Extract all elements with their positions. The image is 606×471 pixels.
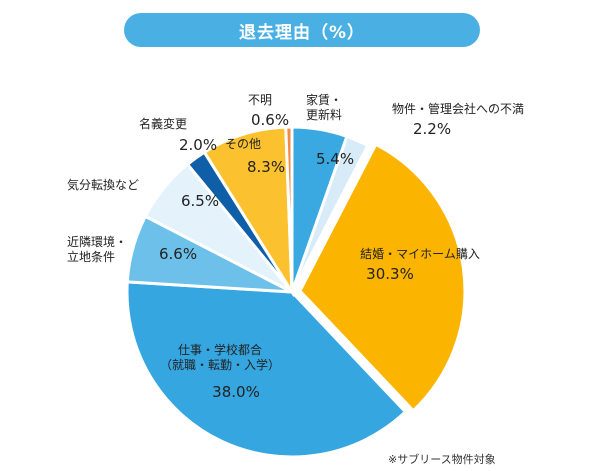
slice-value-label: 2.2% — [413, 120, 451, 138]
slice-label: 気分転換など — [67, 177, 139, 192]
chart-title: 退去理由（%） — [124, 13, 480, 47]
slice-label: 近隣環境・立地条件 — [67, 234, 127, 264]
slice-value-label: 38.0% — [212, 383, 260, 401]
slice-value-label: 8.3% — [247, 158, 285, 176]
slice-label: 仕事・学校都合（就職・転勤・入学） — [160, 342, 280, 372]
slice-value-label: 6.6% — [159, 245, 197, 263]
slice-label: 家賃・更新料 — [306, 92, 342, 122]
slice-value-label: 6.5% — [181, 192, 219, 210]
pie-slice — [202, 125, 294, 298]
slice-label: 結婚・マイホーム購入 — [360, 247, 480, 261]
pie-slice — [290, 134, 370, 293]
pie-slice — [298, 142, 467, 413]
slice-label: 不明 — [248, 93, 272, 107]
slice-value-label: 30.3% — [366, 265, 414, 283]
pie-slice — [284, 125, 294, 293]
slice-value-label: 5.4% — [316, 150, 354, 168]
slice-label: 物件・管理会社への不満 — [392, 101, 524, 116]
slice-label: 名義変更 — [139, 116, 187, 131]
slice-value-label: 2.0% — [179, 136, 217, 154]
pie-slice — [125, 280, 408, 459]
slice-label: その他 — [225, 137, 261, 151]
chart-note: ※サブリース物件対象 — [388, 453, 496, 466]
slice-value-label: 0.6% — [251, 111, 289, 129]
